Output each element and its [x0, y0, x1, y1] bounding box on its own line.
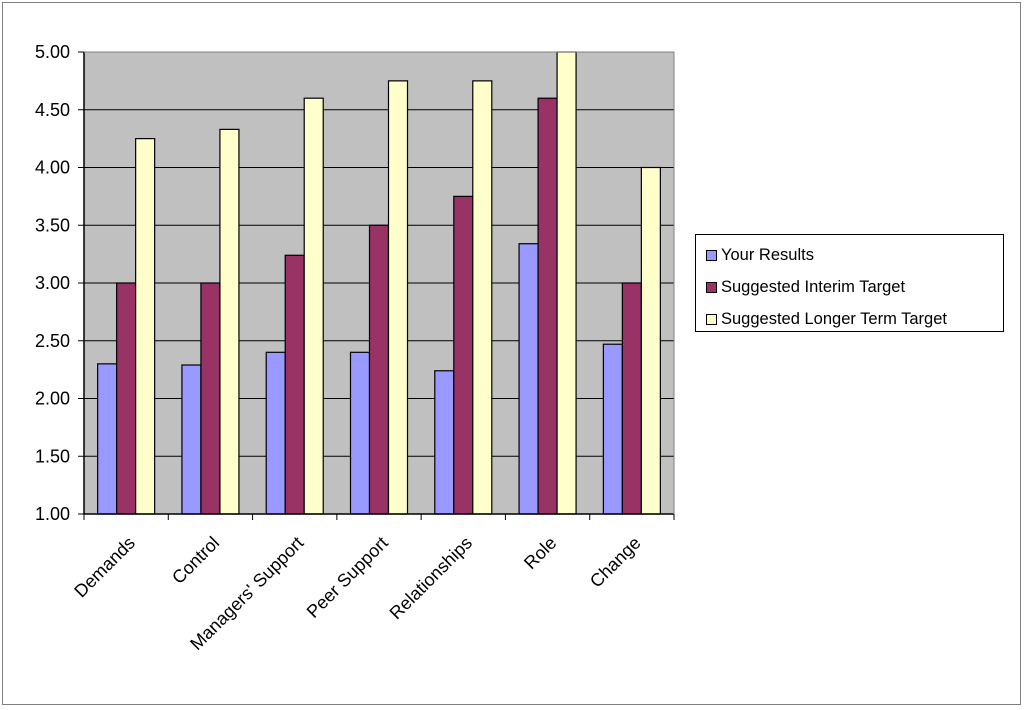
- x-tick-label: Role: [520, 533, 560, 573]
- bar-suggested-interim-target: [368, 224, 390, 515]
- legend-item: Your Results: [706, 239, 1003, 271]
- y-tick-label: 1.50: [35, 446, 70, 466]
- bars: [97, 51, 661, 515]
- bar-suggested-longer-term-target: [387, 80, 409, 515]
- x-tick-label: Control: [168, 533, 223, 588]
- y-tick-label: 5.00: [35, 42, 70, 62]
- y-tick-label: 3.50: [35, 215, 70, 235]
- bar-your-results: [602, 343, 623, 515]
- x-tick-label: Peer Support: [303, 533, 392, 622]
- bar-your-results: [181, 364, 202, 515]
- y-tick-label: 2.00: [35, 389, 70, 409]
- bar-suggested-longer-term-target: [640, 166, 661, 515]
- legend-item: Suggested Interim Target: [706, 271, 1003, 303]
- x-tick-label: Relationships: [386, 533, 477, 624]
- bar-suggested-interim-target: [284, 254, 305, 515]
- bar-suggested-interim-target: [116, 282, 137, 515]
- bar-your-results: [518, 243, 539, 515]
- axes: [78, 51, 675, 520]
- y-tick-label: 4.50: [35, 100, 70, 120]
- legend-item: Suggested Longer Term Target: [706, 303, 1003, 335]
- bar-suggested-interim-target: [200, 282, 221, 515]
- legend-swatch: [706, 281, 717, 293]
- legend-swatch: [706, 249, 717, 261]
- legend-swatch: [706, 313, 717, 325]
- bar-your-results: [349, 351, 371, 515]
- y-tick-label: 1.00: [35, 504, 70, 524]
- bar-suggested-longer-term-target: [219, 128, 240, 515]
- bar-suggested-interim-target: [621, 282, 642, 515]
- y-tick-label: 4.00: [35, 158, 70, 178]
- legend-label: Suggested Longer Term Target: [721, 309, 947, 328]
- x-tick-label: Demands: [70, 533, 139, 602]
- bar-suggested-longer-term-target: [303, 97, 324, 515]
- legend-label: Your Results: [721, 245, 814, 264]
- bar-suggested-longer-term-target: [135, 138, 156, 515]
- bar-suggested-interim-target: [537, 97, 558, 515]
- y-tick-label: 2.50: [35, 331, 70, 351]
- legend-label: Suggested Interim Target: [721, 277, 906, 296]
- y-tick-labels: 1.00 1.50 2.00 2.50 3.00 3.50 4.00 4.50 5.00: [35, 42, 70, 524]
- bar-suggested-longer-term-target: [556, 51, 577, 515]
- bar-suggested-longer-term-target: [472, 80, 493, 515]
- y-tick-label: 3.00: [35, 273, 70, 293]
- bar-your-results: [97, 363, 118, 515]
- bar-suggested-interim-target: [453, 195, 474, 515]
- bar-your-results: [265, 351, 286, 515]
- bar-your-results: [434, 370, 455, 515]
- x-tick-label: Change: [586, 533, 645, 592]
- legend: Your Results Suggested Interim Target Sugg…: [695, 234, 1004, 332]
